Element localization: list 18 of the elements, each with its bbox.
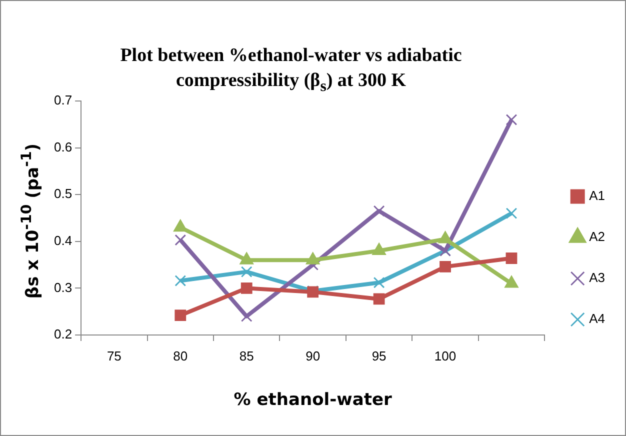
x-tick-label: 100 (434, 348, 456, 364)
legend-label: A3 (589, 270, 606, 286)
x-tick-label: 85 (239, 348, 254, 364)
y-tick-label: 0.7 (54, 92, 72, 108)
x-tick-label: 95 (372, 348, 386, 364)
y-tick-label: 0.6 (54, 139, 72, 154)
legend-label: A1 (589, 188, 606, 204)
x-tick-label: 80 (173, 348, 188, 364)
chart-title: Plot between %ethanol-water vs adiabatic compressibility (β$_{s}$) at 300 K (119, 44, 463, 97)
y-tick-label: 0.4 (54, 232, 72, 248)
y-tick-label: 0.2 (54, 326, 72, 342)
x-tick-label: 90 (306, 348, 320, 364)
x-tick-label: 75 (106, 348, 122, 364)
y-tick-label: 0.3 (54, 280, 72, 295)
legend-label: A2 (589, 229, 606, 244)
y-tick-label: 0.5 (54, 186, 72, 202)
x-axis-title: % ethanol-water (234, 390, 392, 410)
legend-label: A4 (589, 311, 606, 326)
